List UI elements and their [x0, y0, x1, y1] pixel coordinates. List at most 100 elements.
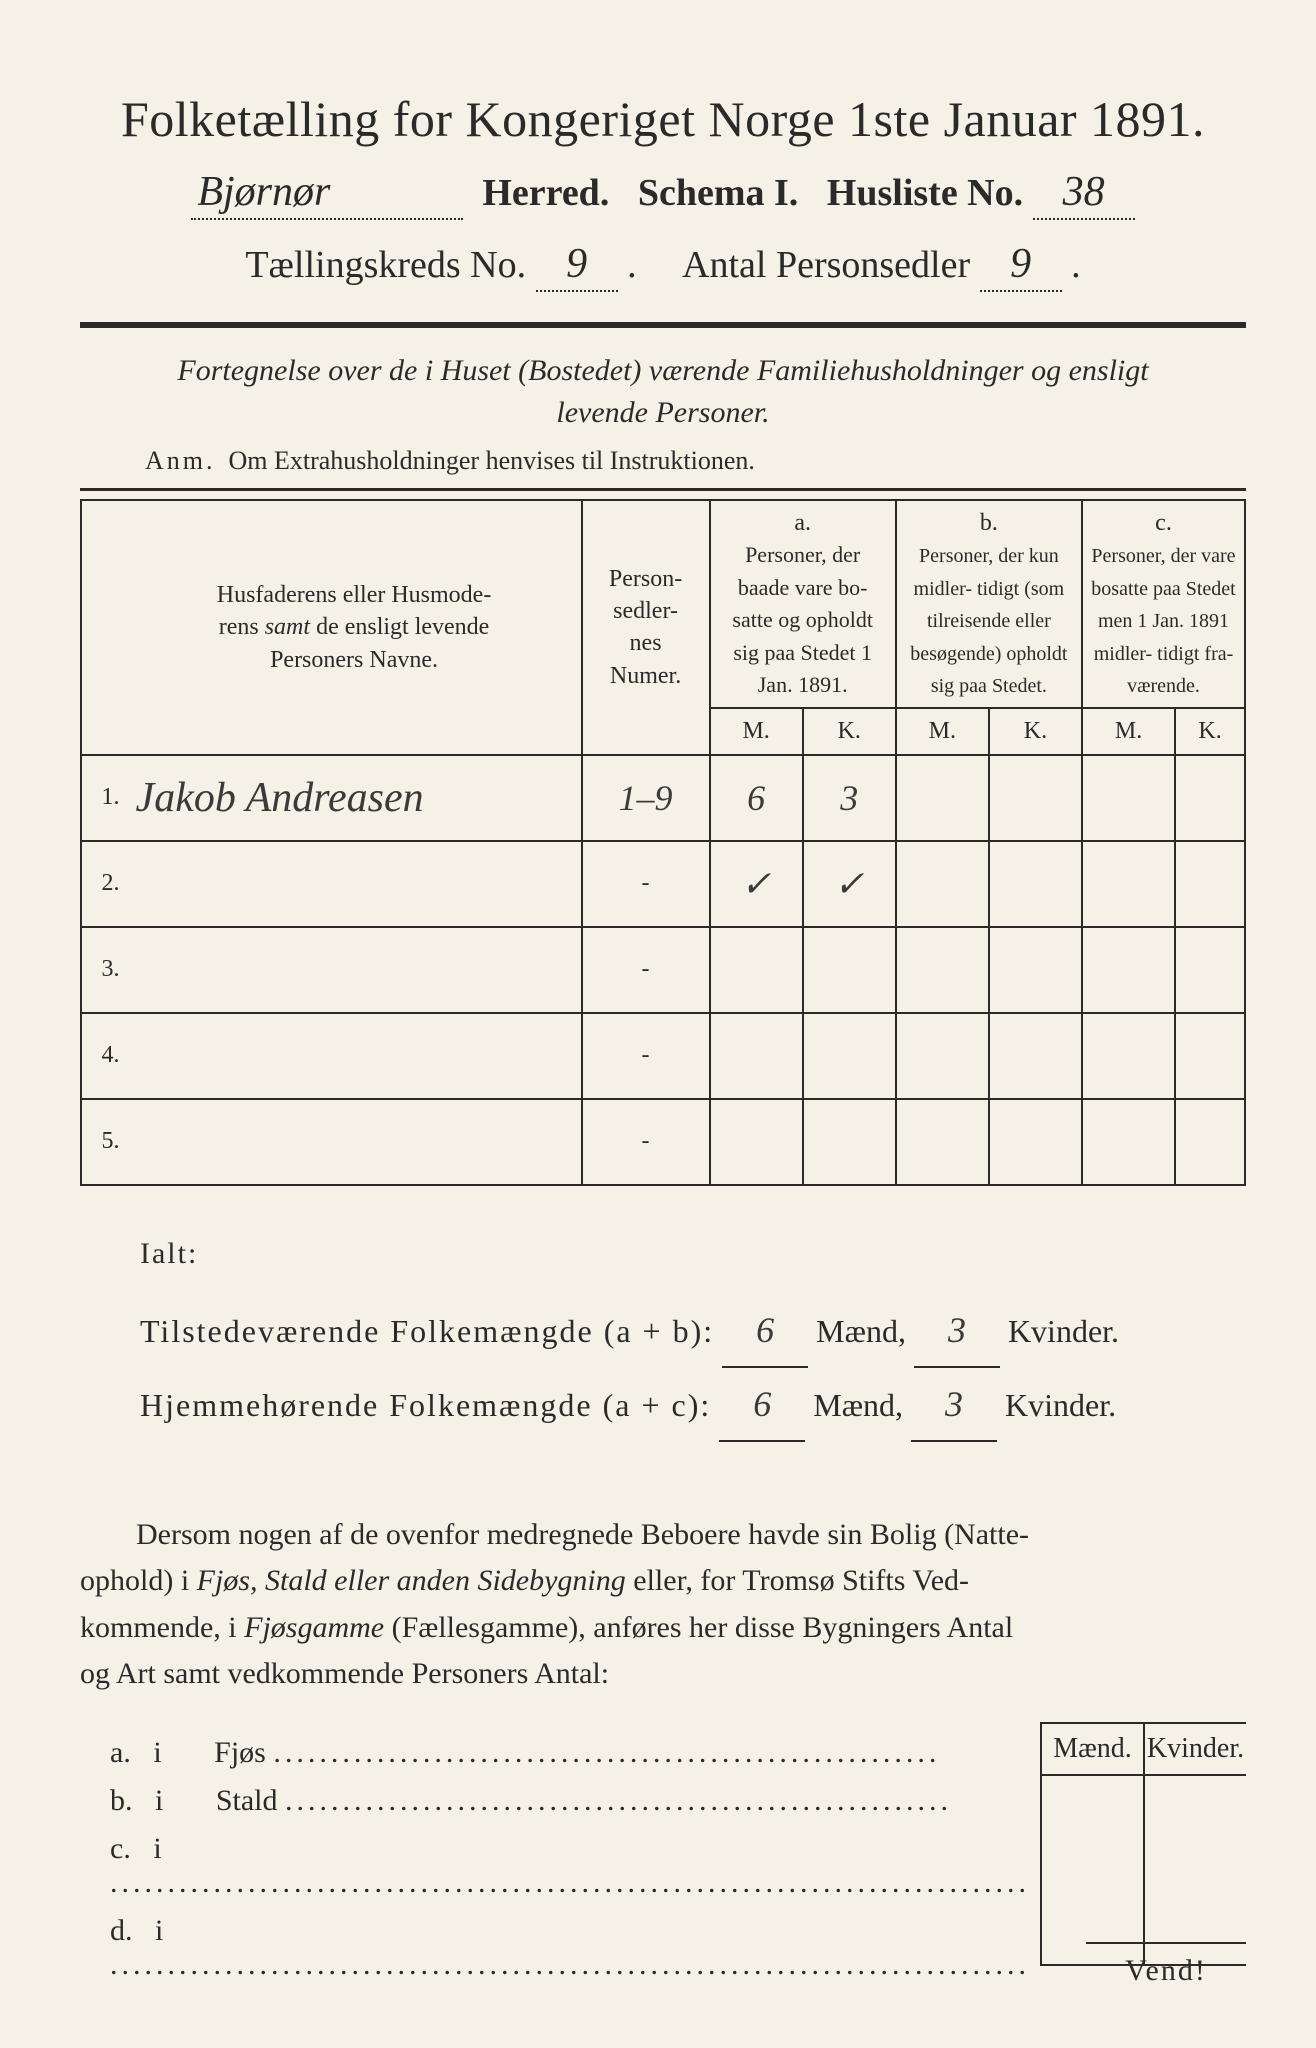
row-number: 3. — [81, 927, 128, 1013]
cell-bK — [989, 927, 1082, 1013]
antal-ps-period: . — [1071, 244, 1081, 286]
para-t5: (Fællesgamme), anføres her disse Bygning… — [384, 1611, 1013, 1644]
anm-line: Anm. Om Extrahusholdninger henvises til … — [145, 446, 1246, 476]
label-herred: Herred. — [482, 172, 609, 214]
para-it1: Fjøs, Stald eller anden Sidebygning — [197, 1564, 626, 1597]
cell-cM — [1082, 927, 1175, 1013]
cell-aM — [710, 927, 803, 1013]
totals-kvinder-2: Kvinder. — [1005, 1387, 1116, 1423]
cell-aM: 6 — [710, 755, 803, 841]
th-a-label: a. — [794, 510, 811, 536]
th-c-text: Personer, der vare bosatte paa Stedet me… — [1091, 545, 1235, 697]
row-name — [128, 927, 582, 1013]
para-t2: ophold) i — [80, 1564, 197, 1597]
abcd-right-head: Mænd. Kvinder. — [1042, 1724, 1246, 1776]
subcaption-l1: Fortegnelse over de i Huset (Bostedet) v… — [177, 354, 1148, 387]
abcd-head-m: Mænd. — [1042, 1724, 1145, 1774]
header-line-1: Bjørnør Herred. Schema I. Husliste No. 3… — [80, 168, 1246, 220]
cell-cK — [1175, 1013, 1245, 1099]
document-title: Folketælling for Kongeriget Norge 1ste J… — [80, 90, 1246, 148]
th-num-l3: nes — [630, 630, 662, 656]
th-names: Husfaderens eller Husmode- rens samt de … — [128, 500, 582, 755]
totals-maend-2: Mænd, — [813, 1387, 903, 1423]
anm-label: Anm. — [145, 446, 216, 475]
cell-cK — [1175, 1099, 1245, 1185]
totals-l1-m: 6 — [722, 1294, 808, 1368]
tkreds-period: . — [627, 244, 637, 286]
th-names-l1: Husfaderens eller Husmode- — [217, 582, 492, 608]
cell-bM — [896, 755, 989, 841]
cell-aK: 3 — [803, 755, 896, 841]
th-c-label: c. — [1155, 510, 1172, 536]
abcd-cols — [1042, 1774, 1246, 1964]
row-name — [128, 1013, 582, 1099]
th-c-K: K. — [1175, 708, 1245, 754]
anm-text: Om Extrahusholdninger henvises til Instr… — [229, 446, 755, 475]
cell-cM — [1082, 1099, 1175, 1185]
abcd-c-dots: ........................................… — [110, 1866, 1030, 1900]
totals-l1-k: 3 — [914, 1294, 1000, 1368]
row-name: Jakob Andreasen — [128, 755, 582, 841]
th-c-M: M. — [1082, 708, 1175, 754]
label-antal-ps: Antal Personsedler — [682, 244, 970, 286]
cell-aM — [710, 1013, 803, 1099]
table-row: 3. - — [81, 927, 1245, 1013]
cell-bK — [989, 1013, 1082, 1099]
totals-kvinder-1: Kvinder. — [1008, 1313, 1119, 1349]
abcd-d-dots: ........................................… — [110, 1948, 1030, 1982]
table-row: 2.-✓✓ — [81, 841, 1245, 927]
herred-field: Bjørnør — [191, 168, 463, 220]
row-personsedler-numer: - — [582, 927, 710, 1013]
abcd-a-label: a. i Fjøs — [110, 1736, 266, 1769]
abcd-d-label: d. i — [110, 1914, 163, 1947]
totals-maend-1: Mænd, — [816, 1313, 906, 1349]
row-personsedler-numer: - — [582, 1013, 710, 1099]
totals-block: Ialt: Tilstedeværende Folkemængde (a + b… — [140, 1224, 1246, 1442]
th-names-l2a: rens — [219, 614, 259, 640]
cell-bK — [989, 841, 1082, 927]
th-b-label: b. — [980, 510, 998, 536]
cell-aK — [803, 1013, 896, 1099]
abcd-b-label: b. i Stald — [110, 1784, 278, 1817]
rule-thick-top — [80, 322, 1246, 328]
abcd-col-m — [1042, 1774, 1145, 1964]
census-table: Husfaderens eller Husmode- rens samt de … — [80, 499, 1246, 1186]
cell-bM — [896, 841, 989, 927]
abcd-block: a. i Fjøs ..............................… — [80, 1722, 1246, 1996]
subcaption: Fortegnelse over de i Huset (Bostedet) v… — [80, 350, 1246, 434]
abcd-head-k: Kvinder. — [1145, 1724, 1246, 1774]
cell-aM — [710, 1099, 803, 1185]
tkreds-no-field: 9 — [536, 240, 618, 292]
th-num: Person- sedler- nes Numer. — [582, 500, 710, 755]
para-t4: kommende, i — [80, 1611, 244, 1644]
table-row: 1.Jakob Andreasen1–963 — [81, 755, 1245, 841]
cell-cK — [1175, 841, 1245, 927]
abcd-c-label: c. i — [110, 1832, 162, 1865]
cell-bM — [896, 1013, 989, 1099]
cell-aK: ✓ — [803, 841, 896, 927]
totals-l2-label: Hjemmehørende Folkemængde (a + c): — [140, 1373, 711, 1437]
abcd-b-dots: ........................................… — [285, 1784, 952, 1818]
abcd-row-a: a. i Fjøs ..............................… — [110, 1736, 1030, 1770]
abcd-a-dots: ........................................… — [273, 1736, 940, 1770]
th-a: a. Personer, der baade vare bo- satte og… — [710, 500, 896, 708]
abcd-row-d: d. i ...................................… — [110, 1914, 1030, 1982]
para-t3: eller, for Tromsø Stifts Ved- — [626, 1564, 969, 1597]
cell-cK — [1175, 755, 1245, 841]
subcaption-l2: levende Personer. — [556, 396, 769, 429]
totals-line-1: Tilstedeværende Folkemængde (a + b): 6 M… — [140, 1294, 1246, 1368]
cell-bK — [989, 755, 1082, 841]
table-row: 5. - — [81, 1099, 1245, 1185]
totals-l1-label: Tilstedeværende Folkemængde (a + b): — [140, 1299, 714, 1363]
row-name-hand: Jakob Andreasen — [136, 775, 424, 821]
label-schema: Schema I. — [638, 172, 798, 214]
row-number: 5. — [81, 1099, 128, 1185]
th-a-M: M. — [710, 708, 803, 754]
th-b-text: Personer, der kun midler- tidigt (som ti… — [910, 545, 1067, 697]
row-personsedler-numer: - — [582, 1099, 710, 1185]
th-names-l2b: de ensligt levende — [316, 614, 489, 640]
abcd-row-b: b. i Stald .............................… — [110, 1784, 1030, 1818]
row-number: 2. — [81, 841, 128, 927]
row-number: 4. — [81, 1013, 128, 1099]
totals-line-2: Hjemmehørende Folkemængde (a + c): 6 Mæn… — [140, 1368, 1246, 1442]
